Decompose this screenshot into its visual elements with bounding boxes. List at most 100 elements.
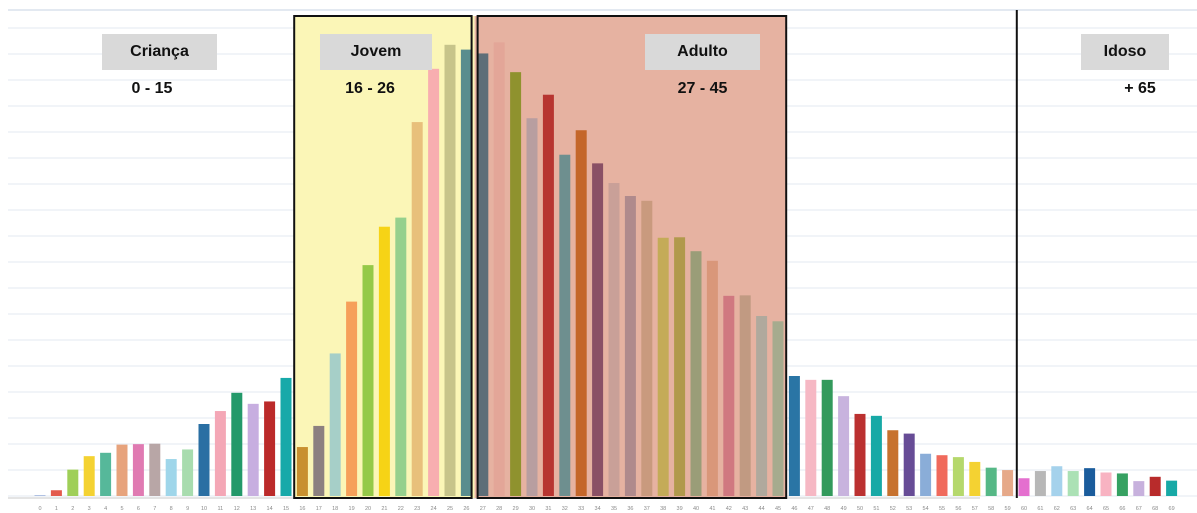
bar-age-33 [575,130,587,497]
tick-label-17: 17 [316,506,322,512]
bar-age-46 [788,376,800,496]
tick-label-13: 13 [250,506,256,512]
bar-age-34 [592,163,604,497]
tick-label-31: 31 [545,506,551,512]
bar-age-11 [214,411,226,496]
bar-age-17 [313,425,325,496]
tick-label-11: 11 [218,506,224,512]
bar-age-36 [624,196,636,496]
bar-age-4 [100,452,112,496]
tick-label-48: 48 [824,506,830,512]
tick-label-3: 3 [88,506,91,512]
tick-label-32: 32 [562,506,568,512]
region-range-crianca: 0 - 15 [131,80,173,97]
bar-age-1 [50,490,62,496]
bar-age-16 [296,447,308,496]
tick-label-49: 49 [841,506,847,512]
region-label-crianca: Criança [102,34,217,70]
bar-age-18 [329,353,341,496]
bar-age-37 [641,200,653,497]
tick-label-37: 37 [644,506,650,512]
region-range-jovem: 16 - 26 [345,80,395,97]
tick-label-45: 45 [775,506,781,512]
tick-label-29: 29 [513,506,519,512]
tick-label-35: 35 [611,506,617,512]
bar-age-47 [805,379,817,496]
region-range-adulto: 27 - 45 [677,80,728,97]
tick-label-57: 57 [972,506,978,512]
bar-age-52 [887,430,899,496]
tick-label-8: 8 [170,506,173,512]
tick-label-33: 33 [578,506,584,512]
tick-label-56: 56 [955,506,961,512]
tick-label-62: 62 [1054,506,1060,512]
tick-label-22: 22 [398,506,404,512]
bar-age-12 [231,392,243,496]
bar-age-61 [1034,471,1046,496]
tick-label-46: 46 [791,506,797,512]
bar-age-28 [493,42,505,497]
tick-label-12: 12 [234,506,240,512]
tick-label-15: 15 [283,506,289,512]
tick-label-9: 9 [186,506,189,512]
bar-age-45 [772,321,784,496]
tick-label-60: 60 [1021,506,1027,512]
bar-age-44 [756,316,768,496]
tick-label-28: 28 [496,506,502,512]
tick-label-41: 41 [709,506,715,512]
bar-age-59 [1002,470,1014,496]
tick-label-25: 25 [447,506,453,512]
tick-label-23: 23 [414,506,420,512]
bar-age-50 [854,413,866,496]
bar-age-6 [132,444,144,496]
tick-label-34: 34 [595,506,601,512]
bar-age-5 [116,444,128,496]
bar-age-7 [149,443,161,496]
tick-label-5: 5 [120,506,123,512]
tick-label-2: 2 [71,506,74,512]
region-label-idoso: Idoso [1081,34,1169,70]
tick-label-16: 16 [299,506,305,512]
bar-age-32 [559,154,571,496]
bar-age-35 [608,183,620,497]
tick-label-43: 43 [742,506,748,512]
tick-label-69: 69 [1169,506,1175,512]
tick-label-14: 14 [267,506,273,512]
tick-label-19: 19 [349,506,355,512]
bar-age-14 [264,401,276,496]
bar-age-22 [395,217,407,496]
tick-label-26: 26 [463,506,469,512]
bar-age-42 [723,295,735,496]
bar-age-19 [346,301,358,496]
bar-age-43 [739,295,751,496]
bar-age-69 [1166,480,1178,496]
bar-age-56 [952,457,964,496]
tick-label-10: 10 [201,506,207,512]
bar-age-68 [1149,476,1161,496]
tick-label-67: 67 [1136,506,1142,512]
bar-age-60 [1018,478,1030,496]
tick-label-36: 36 [627,506,633,512]
bar-age-63 [1067,471,1079,496]
tick-label-59: 59 [1005,506,1011,512]
bar-age-24 [428,68,440,497]
tick-label-18: 18 [332,506,338,512]
bar-age-27 [477,53,489,496]
bar-age-49 [838,396,850,496]
bar-age-31 [542,94,554,496]
bar-age-21 [378,226,390,496]
tick-label-61: 61 [1037,506,1043,512]
region-label-adulto: Adulto [645,34,760,70]
x-tick-labels: 0 1 2 3 4 5 6 7 8 9 10 11 12 13 14 15 16 17 18 19 20 21 22 23 24… [38,506,1174,512]
tick-label-47: 47 [808,506,814,512]
tick-label-21: 21 [381,506,387,512]
bar-age-40 [690,251,702,496]
region-range-idoso: + 65 [1124,80,1156,97]
bar-age-38 [657,237,669,496]
region-jovem-frame [293,15,473,499]
tick-label-4: 4 [104,506,107,512]
tick-label-55: 55 [939,506,945,512]
tick-label-65: 65 [1103,506,1109,512]
tick-label-51: 51 [873,506,879,512]
